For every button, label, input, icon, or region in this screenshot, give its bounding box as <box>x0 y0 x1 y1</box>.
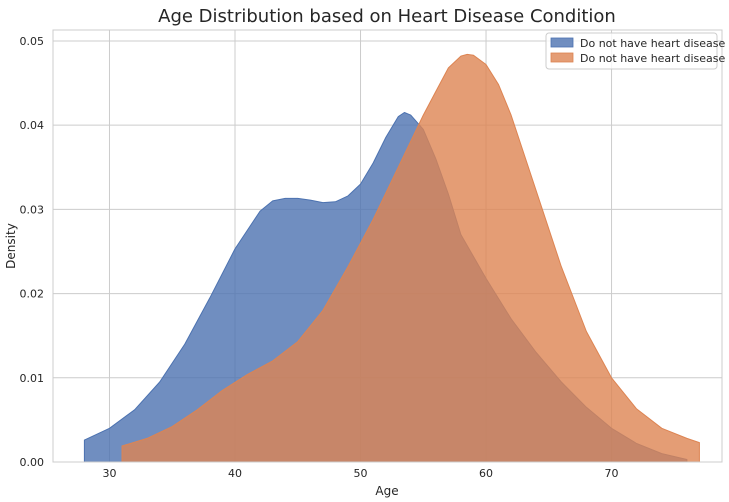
y-tick-label: 0.02 <box>20 288 45 301</box>
density-areas <box>83 53 700 463</box>
y-tick-label: 0.05 <box>20 35 45 48</box>
legend-box <box>545 32 718 70</box>
chart-title: Age Distribution based on Heart Disease … <box>158 6 616 27</box>
x-axis-title: Age <box>375 484 398 498</box>
y-tick-label: 0.01 <box>20 372 45 385</box>
x-tick-label: 50 <box>354 467 368 480</box>
x-tick-label: 30 <box>102 467 116 480</box>
tick-labels: 30 40 50 60 70 0.00 0.01 0.02 0.03 0.04 0.05 <box>20 35 619 480</box>
y-axis-title: Density <box>4 223 18 269</box>
plot-frame <box>52 29 723 463</box>
x-tick-label: 40 <box>228 467 242 480</box>
y-tick-label: 0.00 <box>20 456 45 469</box>
legend[interactable]: Do not have heart disease Do not have hea… <box>545 32 726 70</box>
y-tick-label: 0.03 <box>20 203 45 216</box>
legend-label: Do not have heart disease <box>580 52 726 65</box>
legend-swatch <box>550 37 574 48</box>
x-tick-label: 60 <box>479 467 493 480</box>
legend-swatch <box>550 52 574 63</box>
y-tick-label: 0.04 <box>20 119 45 132</box>
legend-label: Do not have heart disease <box>580 37 726 50</box>
x-tick-label: 70 <box>605 467 619 480</box>
density-area-series-2 <box>121 53 700 463</box>
